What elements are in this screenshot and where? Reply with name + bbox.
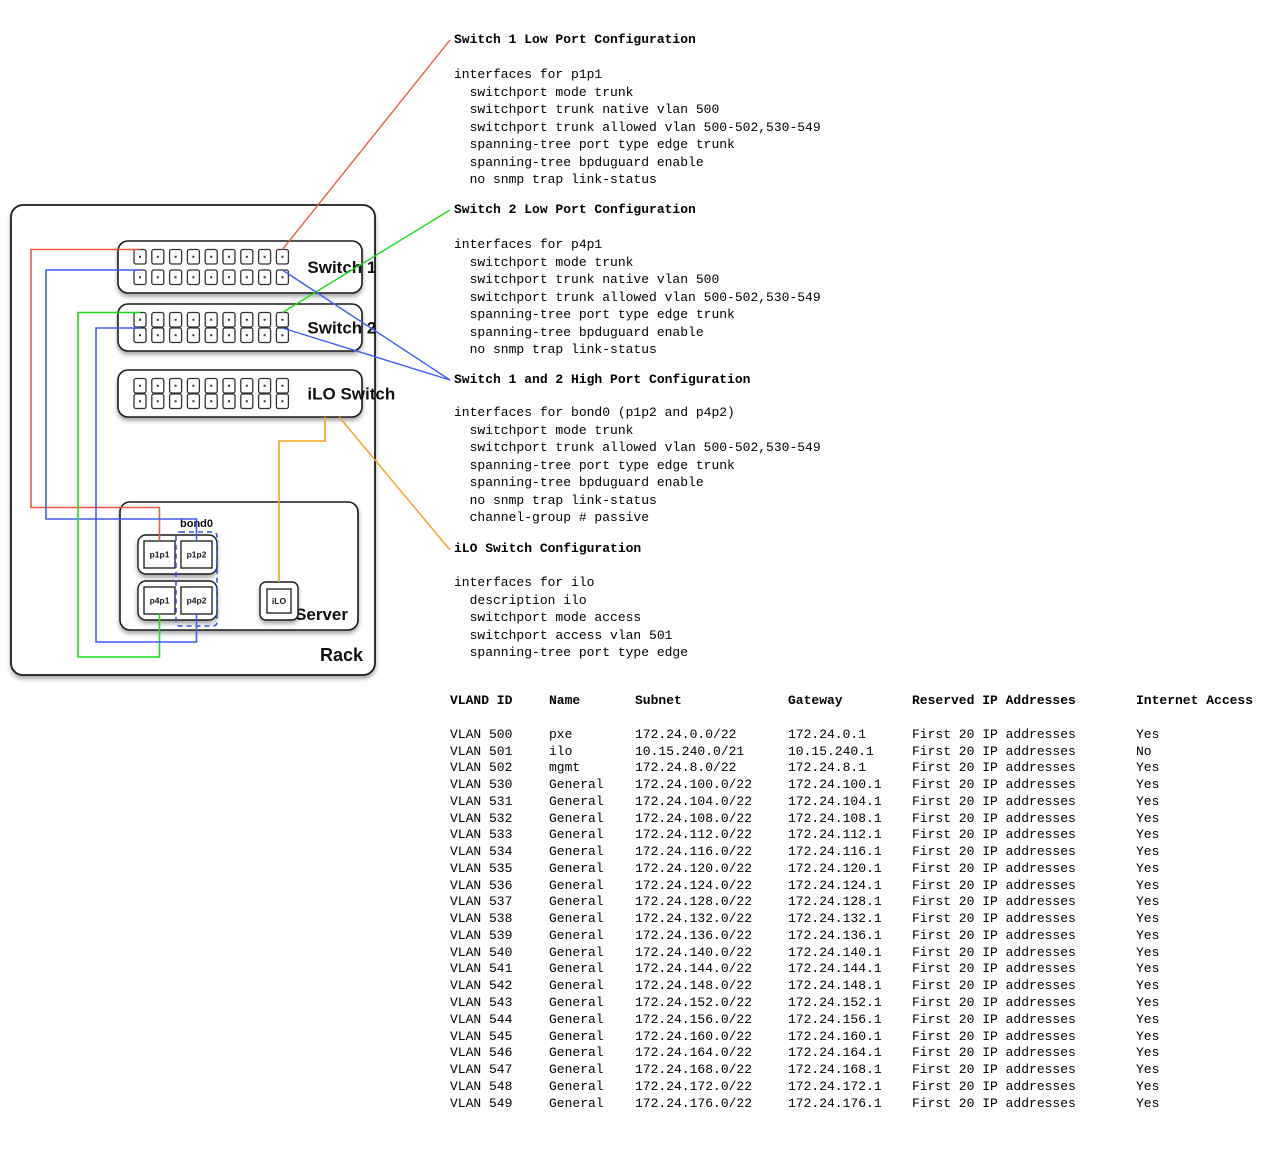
svg-text:p4p1: p4p1 — [150, 596, 170, 606]
svg-text:iLO: iLO — [272, 596, 287, 606]
svg-text:iLO Switch: iLO Switch — [307, 385, 395, 404]
svg-text:Switch 2: Switch 2 — [307, 319, 376, 338]
svg-text:p1p1: p1p1 — [150, 550, 170, 560]
svg-text:Rack: Rack — [320, 645, 364, 665]
svg-text:Server: Server — [295, 605, 348, 624]
svg-text:p4p2: p4p2 — [187, 596, 207, 606]
svg-text:p1p2: p1p2 — [187, 550, 207, 560]
